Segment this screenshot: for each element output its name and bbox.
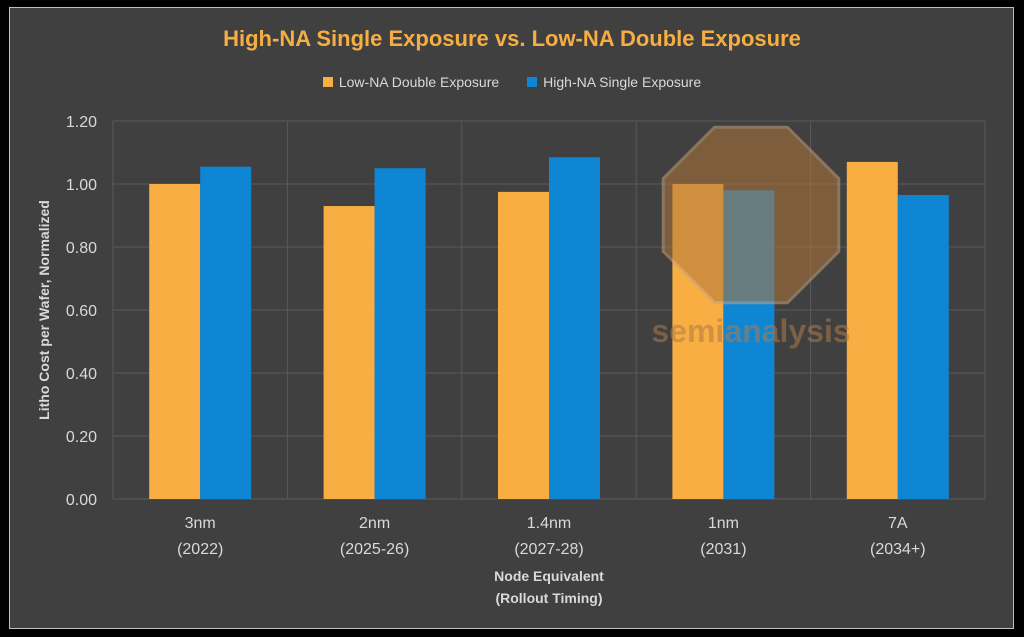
bar-high-na [549, 157, 600, 499]
bar-low-na [149, 184, 201, 499]
chart-title: High-NA Single Exposure vs. Low-NA Doubl… [223, 26, 801, 51]
x-tick-label: 1.4nm [527, 515, 571, 532]
x-tick-sublabel: (2025-26) [340, 541, 409, 558]
bar-high-na [897, 195, 949, 499]
watermark-text: semianalysis [651, 313, 850, 349]
x-tick-sublabel: (2027-28) [514, 541, 583, 558]
legend-swatch-low-na [322, 77, 333, 87]
y-tick-label: 0.40 [66, 366, 97, 383]
watermark: semianalysis [651, 125, 851, 349]
legend-label-high-na: High-NA Single Exposure [543, 74, 702, 90]
y-axis-title: Litho Cost per Wafer, Normalized [36, 200, 52, 420]
y-tick-label: 0.60 [66, 303, 97, 320]
x-tick-label: 3nm [185, 515, 216, 532]
x-tick-label: 7A [888, 515, 908, 532]
x-tick-sublabel: (2031) [700, 541, 746, 558]
bar-low-na [498, 191, 549, 499]
x-axis-title: Node Equivalent [494, 568, 604, 584]
legend-label-low-na: Low-NA Double Exposure [338, 74, 500, 90]
y-tick-label: 0.20 [66, 429, 97, 446]
legend: Low-NA Double Exposure High-NA Single Ex… [0, 74, 1024, 90]
x-tick-label: 1nm [708, 515, 739, 532]
legend-swatch-high-na [527, 77, 538, 87]
bar-low-na [323, 206, 375, 500]
legend-item-high-na: High-NA Single Exposure [527, 74, 701, 90]
watermark-logo-icon [661, 125, 841, 305]
y-tick-label: 0.00 [66, 492, 97, 509]
y-tick-label: 0.80 [66, 240, 97, 257]
y-tick-label: 1.20 [66, 114, 97, 131]
x-tick-sublabel: (2022) [177, 541, 223, 558]
x-tick-label: 2nm [359, 515, 390, 532]
y-tick-label: 1.00 [66, 177, 97, 194]
bar-high-na [374, 168, 426, 499]
legend-item-low-na: Low-NA Double Exposure [322, 74, 500, 90]
x-tick-sublabel: (2034+) [870, 541, 926, 558]
x-axis-subtitle: (Rollout Timing) [495, 590, 602, 606]
bar-low-na [846, 161, 898, 499]
bar-high-na [200, 166, 252, 500]
